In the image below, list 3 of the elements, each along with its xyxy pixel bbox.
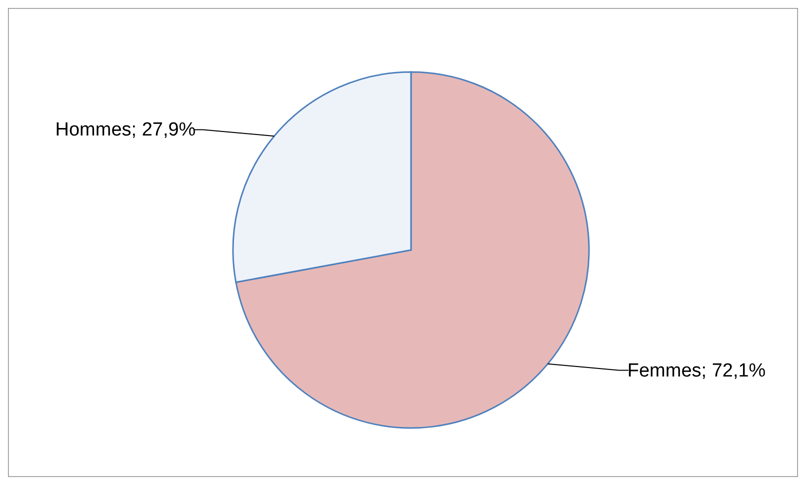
pie-slice	[235, 71, 590, 429]
slice-label: Hommes; 27,9%	[55, 120, 196, 141]
slice-label: Femmes; 72,1%	[627, 360, 766, 382]
